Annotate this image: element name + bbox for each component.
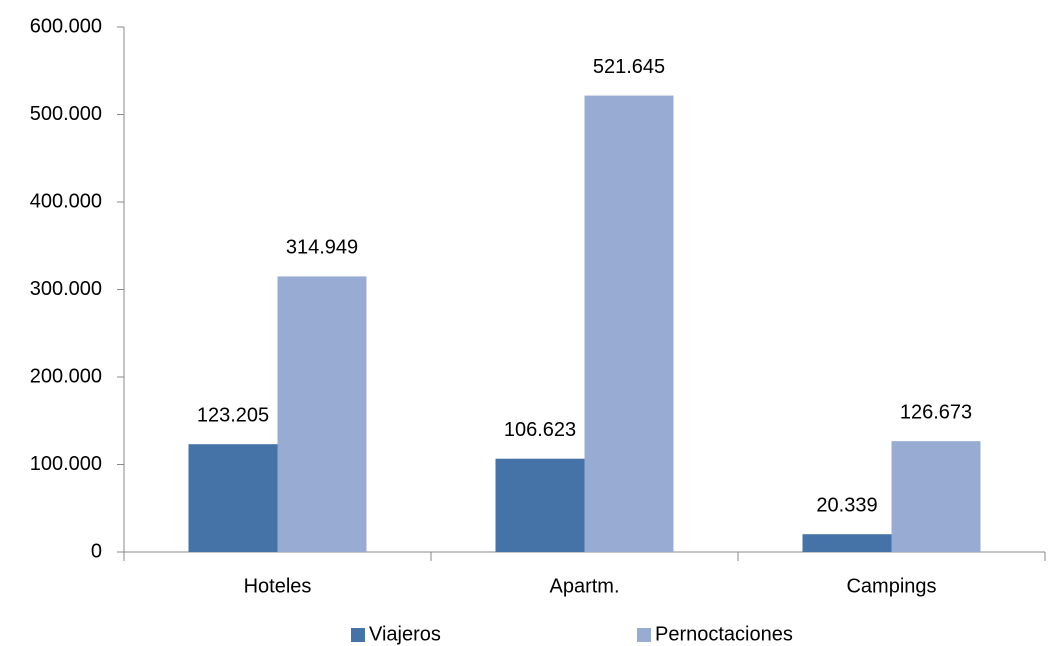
y-tick-label: 300.000 [30, 278, 102, 300]
x-tick-label: Hoteles [244, 575, 312, 597]
y-tick-label: 100.000 [30, 453, 102, 475]
y-tick-label: 200.000 [30, 365, 102, 387]
bar [891, 441, 981, 552]
bar [584, 95, 674, 553]
data-label: 106.623 [504, 419, 576, 441]
data-label: 20.339 [816, 494, 877, 516]
legend-label: Viajeros [369, 623, 441, 645]
bar [277, 276, 367, 552]
data-label: 521.645 [593, 56, 665, 78]
bar [495, 458, 585, 552]
y-tick-label: 500.000 [30, 103, 102, 125]
data-label: 314.949 [286, 237, 358, 259]
y-tick-label: 600.000 [30, 15, 102, 37]
x-tick-label: Apartm. [549, 575, 619, 597]
data-label: 123.205 [197, 404, 269, 426]
legend-label: Pernoctaciones [655, 623, 793, 645]
legend-swatch [637, 628, 651, 642]
legend-swatch [351, 628, 365, 642]
data-label: 126.673 [900, 401, 972, 423]
y-tick-label: 0 [91, 540, 102, 562]
y-tick-label: 400.000 [30, 190, 102, 212]
bar [802, 534, 892, 552]
x-tick-label: Campings [846, 575, 936, 597]
bar [188, 444, 278, 552]
